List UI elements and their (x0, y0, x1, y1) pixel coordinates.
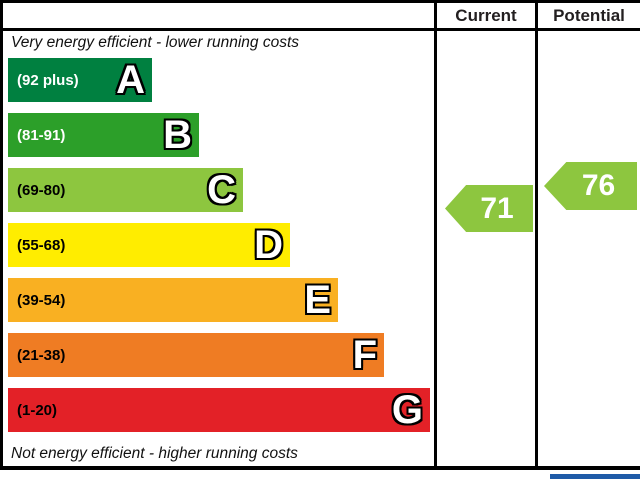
band-f: (21-38) F (8, 333, 384, 377)
header-potential: Potential (535, 3, 640, 28)
band-b-range: (81-91) (17, 126, 66, 144)
band-a: (92 plus) A (8, 58, 152, 102)
band-a-range: (92 plus) (17, 71, 79, 89)
top-caption: Very energy efficient - lower running co… (11, 34, 300, 51)
potential-rating-arrow: 76 (544, 162, 637, 210)
current-rating-value: 71 (480, 191, 514, 225)
band-e: (39-54) E (8, 278, 338, 322)
band-d-letter: D (254, 223, 283, 267)
bands-column: Very energy efficient - lower running co… (3, 31, 434, 466)
band-e-letter: E (304, 278, 331, 322)
header-row: Current Potential (3, 3, 640, 31)
header-empty-cell (3, 3, 434, 28)
band-f-letter: F (352, 333, 377, 377)
bottom-caption: Not energy efficient - higher running co… (11, 445, 298, 462)
current-rating-arrow: 71 (445, 185, 533, 232)
band-c: (69-80) C (8, 168, 243, 212)
band-d: (55-68) D (8, 223, 290, 267)
band-a-letter: A (116, 58, 145, 102)
chart-body-row: Very energy efficient - lower running co… (3, 31, 640, 466)
band-f-range: (21-38) (17, 346, 66, 364)
footer-strip (0, 470, 640, 479)
header-current: Current (434, 3, 535, 28)
potential-column: 76 (535, 31, 640, 466)
band-e-range: (39-54) (17, 291, 66, 309)
band-g-range: (1-20) (17, 401, 58, 419)
band-c-letter: C (207, 168, 236, 212)
band-c-range: (69-80) (17, 181, 66, 199)
potential-rating-value: 76 (581, 169, 616, 202)
band-g: (1-20) G (8, 388, 430, 432)
band-b-letter: B (163, 113, 192, 157)
band-g-letter: G (391, 388, 423, 432)
current-column: 71 (434, 31, 535, 466)
band-b: (81-91) B (8, 113, 199, 157)
bands-stack: (92 plus) A (81-91) B (69-80) C (55-68) … (8, 58, 434, 443)
band-d-range: (55-68) (17, 236, 66, 254)
cropped-blue-box-edge (550, 474, 640, 479)
